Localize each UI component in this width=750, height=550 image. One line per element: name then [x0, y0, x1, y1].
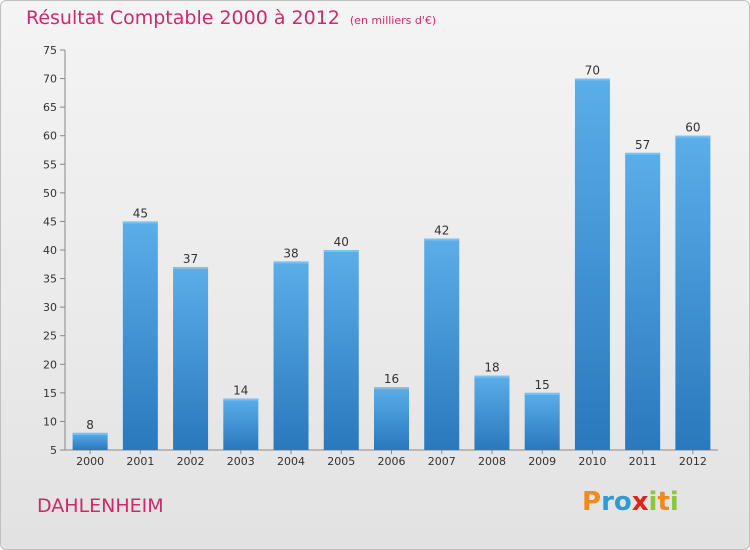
data-label: 60 — [685, 121, 700, 135]
data-label: 38 — [283, 246, 298, 260]
y-tick-label: 10 — [43, 415, 57, 428]
bar-top-highlight — [72, 432, 108, 435]
data-label: 15 — [535, 378, 550, 392]
bar — [574, 78, 610, 451]
data-label: 8 — [86, 418, 94, 432]
logo-letter: t — [657, 487, 670, 517]
y-tick-label: 65 — [43, 101, 57, 114]
logo-letter: i — [648, 487, 658, 517]
place-name: DAHLENHEIM — [37, 495, 164, 517]
y-tick-label: 60 — [43, 130, 57, 143]
bar — [474, 375, 510, 450]
y-tick-label: 40 — [43, 244, 57, 257]
logo-letter: r — [601, 487, 614, 517]
x-tick-label: 2008 — [478, 455, 506, 468]
bar-top-highlight — [574, 78, 610, 81]
bar-top-highlight — [424, 238, 460, 241]
data-label: 45 — [133, 206, 148, 220]
x-tick-label: 2002 — [177, 455, 205, 468]
bar — [625, 152, 661, 450]
proxiti-logo: Proxiti — [582, 487, 679, 517]
data-label: 70 — [585, 64, 600, 78]
y-tick-label: 70 — [43, 73, 57, 86]
bar — [273, 261, 309, 450]
bar — [72, 432, 108, 450]
bar — [323, 250, 359, 450]
bar — [424, 238, 460, 450]
y-tick-label: 50 — [43, 187, 57, 200]
bar-top-highlight — [223, 398, 259, 401]
bar-top-highlight — [625, 152, 661, 155]
logo-letter: o — [613, 487, 632, 517]
y-tick-label: 25 — [43, 330, 57, 343]
data-label: 42 — [434, 224, 449, 238]
y-tick-label: 45 — [43, 215, 57, 228]
chart-title-text: Résultat Comptable 2000 à 2012 — [26, 7, 340, 29]
bar — [374, 387, 409, 450]
y-tick-label: 20 — [43, 358, 57, 371]
unit-note: (en milliers d'€) — [349, 14, 437, 27]
bar-top-highlight — [524, 392, 560, 395]
bar-top-highlight — [374, 387, 409, 390]
bar-top-highlight — [323, 250, 359, 252]
x-tick-label: 2001 — [126, 455, 154, 468]
logo-letter: x — [631, 487, 649, 517]
bar-top-highlight — [474, 375, 510, 378]
data-label: 18 — [484, 361, 499, 375]
data-label: 40 — [334, 235, 349, 249]
bar — [122, 221, 158, 450]
x-tick-label: 2009 — [528, 455, 556, 468]
bar — [524, 392, 560, 450]
bar-top-highlight — [122, 221, 158, 224]
logo-letter: P — [582, 487, 602, 517]
bar — [675, 135, 711, 450]
x-tick-label: 2012 — [679, 455, 707, 468]
y-tick-label: 75 — [43, 44, 57, 57]
x-tick-label: 2011 — [629, 455, 657, 468]
y-tick-label: 15 — [43, 387, 57, 400]
chart-title: Résultat Comptable 2000 à 2012 (en millie… — [26, 7, 436, 29]
data-label: 16 — [384, 372, 399, 386]
bar-top-highlight — [675, 135, 711, 138]
y-tick-label: 5 — [50, 444, 57, 457]
data-label: 57 — [635, 138, 650, 152]
bar-top-highlight — [173, 267, 209, 270]
logo-letter: i — [669, 487, 679, 517]
bar — [173, 267, 209, 450]
data-label: 14 — [233, 384, 248, 398]
data-label: 37 — [183, 252, 198, 266]
x-tick-label: 2004 — [277, 455, 305, 468]
x-tick-label: 2005 — [327, 455, 355, 468]
y-tick-label: 35 — [43, 273, 57, 286]
bar-top-highlight — [273, 261, 309, 264]
x-tick-label: 2006 — [378, 455, 406, 468]
y-tick-label: 30 — [43, 301, 57, 314]
y-tick-label: 55 — [43, 158, 57, 171]
x-tick-label: 2000 — [76, 455, 104, 468]
bar — [223, 398, 259, 450]
x-tick-label: 2007 — [428, 455, 456, 468]
x-tick-label: 2010 — [578, 455, 606, 468]
x-tick-label: 2003 — [227, 455, 255, 468]
